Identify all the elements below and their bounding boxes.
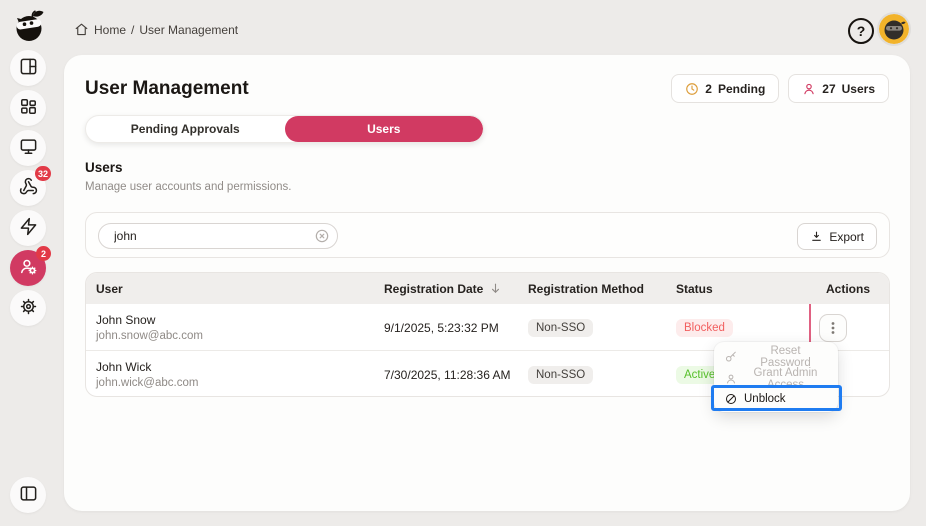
status-badge-blocked: Blocked bbox=[676, 318, 733, 337]
monitor-icon bbox=[19, 137, 38, 159]
method-chip: Non-SSO bbox=[528, 318, 594, 337]
users-label: Users bbox=[841, 81, 875, 96]
webhook-count-badge: 32 bbox=[34, 166, 51, 181]
breadcrumb: Home / User Management bbox=[74, 22, 238, 37]
row-actions-context-menu: Reset Password Grant Admin Access Unbloc… bbox=[711, 342, 842, 412]
search-input[interactable] bbox=[98, 223, 338, 249]
user-icon bbox=[802, 82, 816, 96]
user-name: John Wick bbox=[96, 360, 152, 374]
zap-icon bbox=[19, 217, 38, 239]
download-icon bbox=[810, 230, 823, 243]
page-title: User Management bbox=[85, 78, 249, 99]
question-mark-icon: ? bbox=[856, 23, 866, 39]
breadcrumb-current: User Management bbox=[139, 22, 239, 37]
count-badges: 2 Pending 27 Users bbox=[671, 74, 889, 103]
clear-circle-icon bbox=[314, 228, 330, 244]
app-logo[interactable] bbox=[10, 7, 48, 45]
export-button[interactable]: Export bbox=[797, 223, 877, 250]
clock-icon bbox=[685, 82, 699, 96]
col-header-registration-date[interactable]: Registration Date bbox=[384, 273, 502, 304]
method-chip: Non-SSO bbox=[528, 365, 594, 384]
export-label: Export bbox=[829, 229, 864, 244]
col-header-registration-method[interactable]: Registration Method bbox=[528, 281, 644, 296]
table-header-row: User Registration Date Registration Meth… bbox=[86, 273, 889, 304]
user-avatar[interactable] bbox=[879, 14, 909, 44]
col-header-status[interactable]: Status bbox=[676, 281, 713, 296]
registration-method-cell: Non-SSO bbox=[528, 351, 594, 396]
kebab-menu-icon bbox=[827, 321, 839, 335]
sidebar-item-automations[interactable] bbox=[10, 210, 46, 246]
status-cell: Blocked bbox=[676, 304, 733, 351]
pending-count: 2 bbox=[705, 81, 712, 96]
sidebar: 32 2 bbox=[0, 0, 56, 526]
sidebar-item-apps[interactable] bbox=[10, 90, 46, 126]
user-icon bbox=[725, 373, 737, 385]
menu-item-unblock[interactable]: Unblock bbox=[714, 387, 838, 411]
row-actions-kebab-button[interactable] bbox=[819, 313, 847, 342]
key-icon bbox=[725, 351, 737, 363]
ninja-avatar-icon bbox=[879, 14, 909, 44]
user-name: John Snow bbox=[96, 313, 156, 327]
sidebar-item-monitor[interactable] bbox=[10, 130, 46, 166]
pending-count-badge[interactable]: 2 Pending bbox=[671, 74, 780, 103]
home-icon bbox=[74, 22, 89, 37]
panel-collapse-icon bbox=[19, 484, 38, 506]
sidebar-collapse-button[interactable] bbox=[10, 477, 46, 513]
user-cell: John Snow john.snow@abc.com bbox=[96, 304, 203, 351]
layout-panels-icon bbox=[19, 57, 38, 79]
sidebar-item-user-management[interactable]: 2 bbox=[10, 246, 51, 286]
table-row-john-snow: John Snow john.snow@abc.com 9/1/2025, 5:… bbox=[86, 304, 889, 351]
help-button[interactable]: ? bbox=[848, 18, 874, 44]
col-header-actions: Actions bbox=[826, 281, 871, 296]
sidebar-item-webhooks[interactable]: 32 bbox=[10, 166, 51, 206]
breadcrumb-home[interactable]: Home bbox=[94, 22, 127, 37]
status-badge-active: Active bbox=[676, 365, 724, 384]
sidebar-item-settings[interactable] bbox=[10, 290, 46, 326]
col-header-user[interactable]: User bbox=[96, 281, 123, 296]
tab-group: Pending Approvals Users bbox=[85, 115, 484, 143]
registration-date-cell: 9/1/2025, 5:23:32 PM bbox=[384, 320, 499, 335]
registration-method-cell: Non-SSO bbox=[528, 304, 594, 351]
table-toolbar: Export bbox=[85, 212, 890, 258]
breadcrumb-separator: / bbox=[131, 22, 135, 37]
user-management-icon bbox=[19, 257, 38, 279]
user-management-count-badge: 2 bbox=[36, 246, 51, 261]
tab-pending-approvals[interactable]: Pending Approvals bbox=[86, 116, 285, 142]
user-email: john.snow@abc.com bbox=[96, 330, 203, 342]
table-row-john-wick: John Wick john.wick@abc.com 7/30/2025, 1… bbox=[86, 351, 889, 396]
section-title: Users bbox=[85, 160, 123, 175]
search-field bbox=[98, 223, 338, 249]
actions-cell bbox=[819, 304, 847, 351]
tab-users[interactable]: Users bbox=[284, 116, 483, 142]
user-cell: John Wick john.wick@abc.com bbox=[96, 351, 199, 396]
menu-item-reset-password[interactable]: Reset Password bbox=[714, 345, 838, 369]
settings-gear-icon bbox=[19, 297, 38, 319]
webhook-icon bbox=[19, 177, 38, 199]
users-count: 27 bbox=[822, 81, 836, 96]
registration-date-cell: 7/30/2025, 11:28:36 AM bbox=[384, 367, 511, 382]
main-panel: User Management 2 Pending 27 Users Pendi… bbox=[64, 55, 910, 511]
users-count-badge[interactable]: 27 Users bbox=[788, 74, 889, 103]
slash-circle-icon bbox=[725, 393, 737, 405]
status-cell: Active bbox=[676, 351, 724, 396]
sidebar-item-dashboard[interactable] bbox=[10, 50, 46, 86]
section-subtitle: Manage user accounts and permissions. bbox=[85, 181, 292, 193]
ninja-logo-icon bbox=[16, 10, 44, 41]
pending-label: Pending bbox=[717, 81, 766, 96]
clear-search-button[interactable] bbox=[314, 228, 330, 244]
sort-arrow-down-icon bbox=[489, 282, 502, 295]
user-email: john.wick@abc.com bbox=[96, 377, 199, 389]
apps-grid-icon bbox=[19, 97, 38, 119]
